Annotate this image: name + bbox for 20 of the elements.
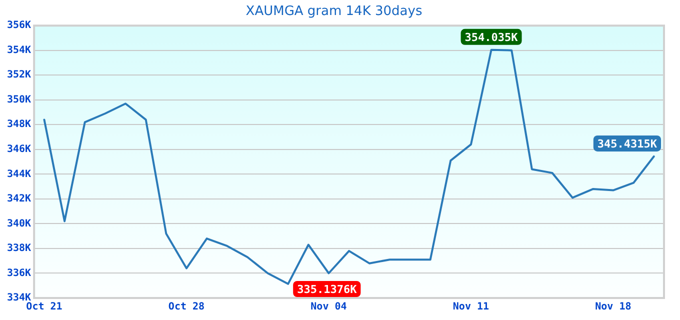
- annotation: 335.1376K: [297, 282, 358, 296]
- y-tick-label: 344K: [6, 168, 32, 180]
- y-tick-label: 356K: [6, 20, 32, 32]
- x-tick-label: Oct 21: [26, 302, 62, 313]
- y-tick-label: 338K: [6, 243, 32, 254]
- annotation: 345.4315K: [597, 137, 658, 150]
- y-tick-label: 342K: [6, 194, 32, 205]
- y-tick-label: 352K: [6, 70, 32, 81]
- x-tick-label: Nov 11: [452, 302, 490, 313]
- y-tick-label: 350K: [6, 94, 32, 106]
- x-tick-label: Nov 18: [595, 302, 632, 313]
- y-tick-label: 336K: [6, 268, 32, 279]
- y-tick-label: 348K: [6, 119, 32, 130]
- x-tick-label: Oct 28: [168, 302, 205, 313]
- y-tick-label: 354K: [6, 44, 32, 56]
- y-tick-label: 340K: [6, 218, 32, 230]
- y-tick-label: 346K: [6, 144, 32, 156]
- chart-title: XAUMGA gram 14K 30days: [246, 4, 422, 20]
- annotation: 354.035K: [464, 30, 518, 44]
- x-tick-label: Nov 04: [310, 302, 347, 313]
